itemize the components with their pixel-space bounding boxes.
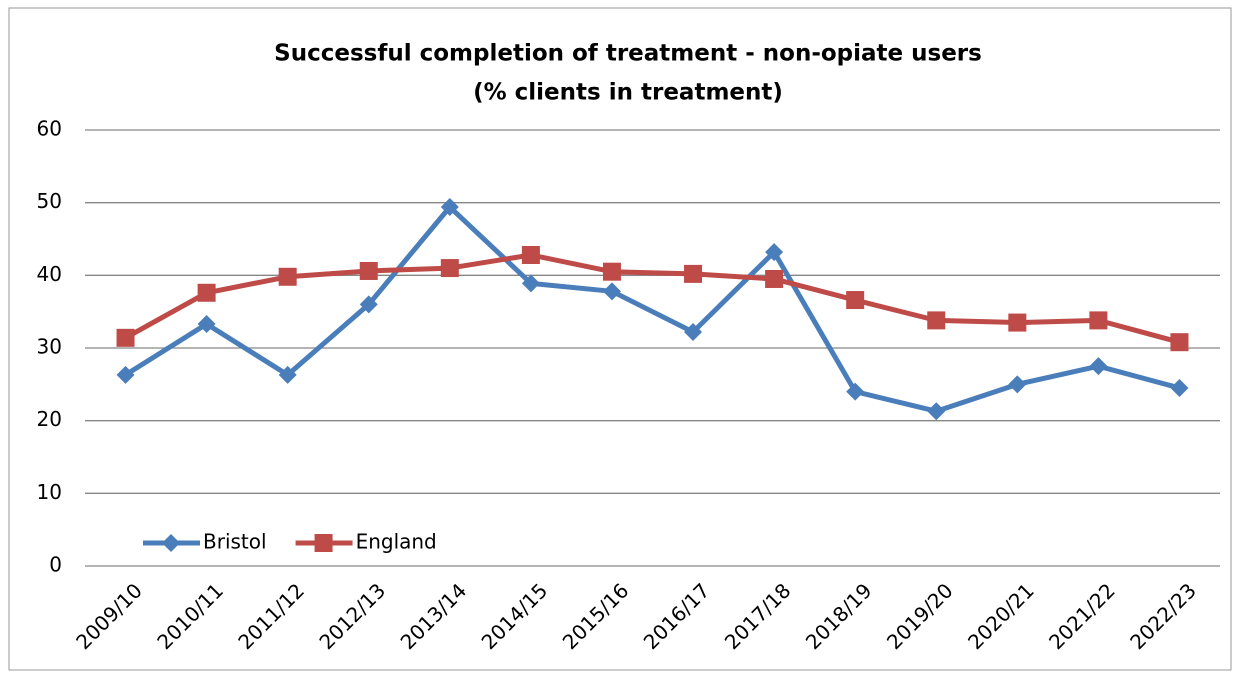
- legend-label: England: [356, 530, 437, 554]
- data-point: [116, 365, 135, 384]
- data-point: [440, 198, 459, 217]
- data-point: [197, 315, 216, 334]
- data-point: [927, 402, 946, 421]
- legend-label: Bristol: [203, 530, 267, 554]
- data-point: [359, 295, 378, 314]
- chart-title: Successful completion of treatment - non…: [274, 41, 982, 67]
- data-point: [846, 291, 865, 310]
- series-line: [124, 252, 1181, 345]
- chart-frame: [8, 7, 1232, 671]
- y-tick-label: 40: [37, 262, 62, 286]
- data-point: [846, 382, 865, 401]
- data-point: [197, 283, 216, 302]
- data-point: [602, 282, 621, 301]
- series-line: [124, 204, 1181, 414]
- data-point: [765, 269, 784, 288]
- data-point: [765, 243, 784, 262]
- data-point: [1008, 375, 1027, 394]
- data-point: [359, 261, 378, 280]
- data-point: [116, 328, 135, 347]
- data-point: [684, 323, 703, 342]
- legend-marker: [314, 534, 333, 552]
- data-point: [1089, 357, 1108, 376]
- legend-marker: [162, 534, 180, 552]
- y-tick-label: 0: [49, 553, 62, 577]
- y-tick-label: 20: [37, 407, 62, 431]
- y-tick-label: 60: [37, 117, 62, 141]
- y-tick-label: 50: [37, 189, 62, 213]
- data-point: [1170, 333, 1189, 352]
- data-point: [278, 267, 297, 286]
- data-point: [521, 245, 540, 264]
- data-point: [440, 259, 459, 278]
- y-tick-label: 10: [37, 480, 62, 504]
- data-point: [521, 274, 540, 293]
- data-point: [1170, 378, 1189, 397]
- data-point: [1089, 311, 1108, 330]
- y-tick-label: 30: [37, 335, 62, 359]
- data-point: [927, 311, 946, 330]
- data-point: [278, 365, 297, 384]
- data-point: [1008, 313, 1027, 332]
- data-point: [684, 264, 703, 283]
- chart-title: (% clients in treatment): [473, 80, 783, 106]
- data-point: [602, 262, 621, 281]
